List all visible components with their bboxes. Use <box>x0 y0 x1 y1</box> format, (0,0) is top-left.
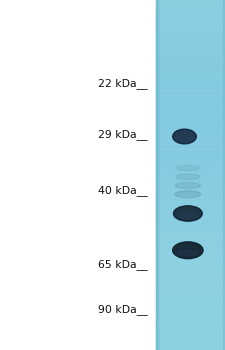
Bar <box>156 315 225 321</box>
Text: 40 kDa__: 40 kDa__ <box>98 185 147 196</box>
Bar <box>156 47 225 52</box>
Bar <box>156 163 225 169</box>
Bar <box>156 18 225 23</box>
Bar <box>156 12 225 18</box>
Bar <box>156 257 225 262</box>
Bar <box>156 158 225 163</box>
Bar <box>223 0 225 350</box>
Bar <box>156 111 225 117</box>
Ellipse shape <box>176 136 193 141</box>
Bar <box>156 280 225 286</box>
Ellipse shape <box>178 214 198 218</box>
Bar <box>156 251 225 257</box>
Bar <box>156 216 225 222</box>
Bar <box>156 35 225 41</box>
Bar <box>156 286 225 292</box>
Bar <box>156 76 225 82</box>
Bar <box>156 181 225 187</box>
Bar <box>156 327 225 332</box>
Bar <box>156 0 225 6</box>
Bar <box>156 140 225 146</box>
Bar <box>156 210 225 216</box>
Bar <box>156 70 225 76</box>
Bar <box>156 274 225 280</box>
Bar <box>156 128 225 134</box>
Ellipse shape <box>173 242 203 259</box>
Bar <box>156 105 225 111</box>
Bar <box>156 193 225 198</box>
Bar <box>156 29 225 35</box>
Bar <box>156 344 225 350</box>
Bar <box>156 122 225 128</box>
Bar <box>156 198 225 204</box>
Bar <box>156 23 225 29</box>
Bar <box>156 0 158 350</box>
Ellipse shape <box>175 182 200 189</box>
Ellipse shape <box>173 129 196 144</box>
Bar <box>156 245 225 251</box>
Bar <box>156 99 225 105</box>
Bar <box>156 303 225 309</box>
Bar <box>156 58 225 64</box>
Bar <box>156 117 225 122</box>
Bar <box>156 52 225 58</box>
Bar <box>156 41 225 47</box>
Text: 65 kDa__: 65 kDa__ <box>98 259 147 270</box>
Bar <box>156 169 225 175</box>
Ellipse shape <box>177 250 198 255</box>
Bar <box>156 187 225 193</box>
Ellipse shape <box>176 174 200 180</box>
Bar <box>156 338 225 344</box>
Bar <box>156 64 225 70</box>
Text: 29 kDa__: 29 kDa__ <box>98 129 147 140</box>
Text: 22 kDa__: 22 kDa__ <box>98 78 147 90</box>
Text: 90 kDa__: 90 kDa__ <box>98 304 147 315</box>
Bar <box>156 239 225 245</box>
Bar <box>156 82 225 88</box>
Bar <box>156 332 225 338</box>
Bar <box>156 88 225 93</box>
Bar <box>156 146 225 152</box>
Bar <box>156 228 225 233</box>
Ellipse shape <box>176 166 200 171</box>
Ellipse shape <box>173 206 202 221</box>
Bar <box>156 262 225 268</box>
Bar <box>156 204 225 210</box>
Bar <box>156 152 225 158</box>
Bar <box>156 175 225 181</box>
Bar <box>156 93 225 99</box>
Bar <box>156 6 225 12</box>
Bar <box>156 268 225 274</box>
Bar <box>156 321 225 327</box>
Bar <box>156 222 225 228</box>
Bar <box>156 233 225 239</box>
Bar <box>156 134 225 140</box>
Ellipse shape <box>175 191 201 198</box>
Bar <box>156 292 225 298</box>
Bar <box>156 309 225 315</box>
Bar <box>156 0 225 350</box>
Bar <box>156 298 225 303</box>
